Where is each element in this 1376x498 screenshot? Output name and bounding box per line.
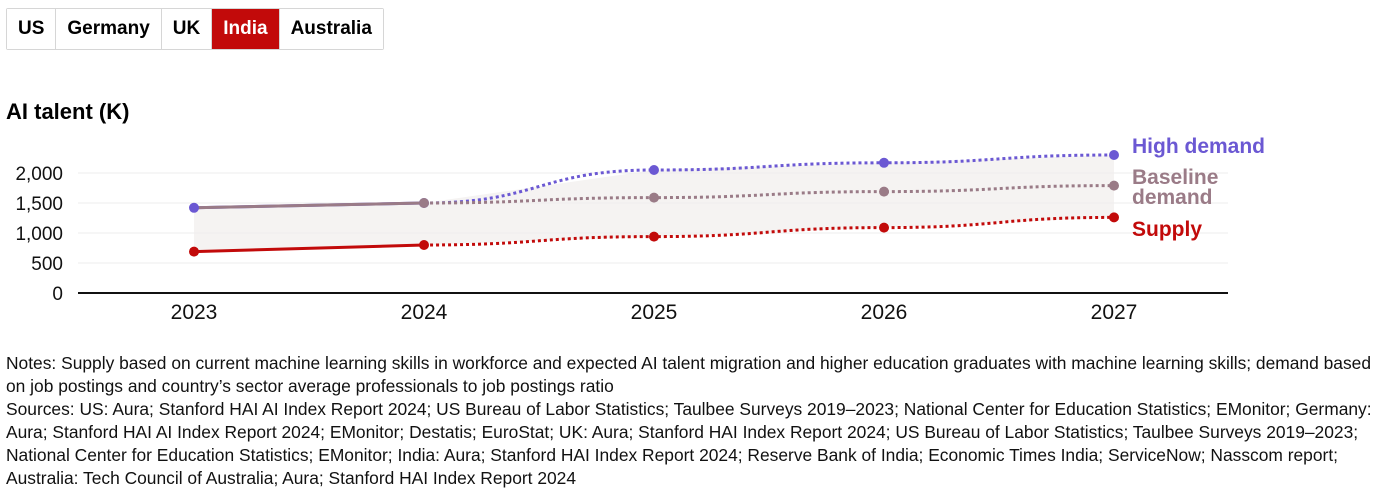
point-baseline-demand	[1109, 180, 1119, 191]
point-supply	[419, 240, 429, 250]
label-baseline-line1: Baseline	[1132, 166, 1218, 189]
series-lines	[193, 153, 1115, 254]
chart-notes: Notes: Supply based on current machine l…	[6, 352, 1372, 490]
tab-germany[interactable]: Germany	[56, 9, 162, 49]
label-high-demand: High demand	[1132, 135, 1265, 158]
line-supply-projection	[423, 215, 1115, 247]
notes-text: Notes: Supply based on current machine l…	[6, 353, 1371, 396]
point-supply	[649, 231, 659, 242]
label-baseline-line2: demand	[1132, 186, 1213, 209]
point-supply	[1109, 212, 1119, 223]
point-high-demand	[189, 202, 199, 213]
line-supply-actual	[193, 243, 425, 254]
tab-us[interactable]: US	[7, 9, 57, 49]
series-labels: High demand Baseline demand Supply	[1132, 135, 1265, 241]
tab-india[interactable]: India	[212, 9, 280, 49]
x-tick-label: 2024	[401, 301, 448, 324]
point-baseline-demand	[879, 186, 889, 197]
point-high-demand	[879, 157, 889, 168]
y-tick-label: 0	[52, 284, 63, 305]
tab-uk[interactable]: UK	[161, 9, 213, 49]
y-tick-label: 1,000	[15, 224, 63, 245]
y-tick-label: 500	[31, 254, 63, 275]
point-high-demand	[649, 165, 659, 175]
point-baseline-demand	[419, 198, 429, 208]
point-supply	[189, 246, 199, 257]
point-supply	[879, 222, 889, 233]
x-tick-label: 2023	[171, 301, 218, 324]
chart-title: AI talent (K)	[6, 99, 130, 124]
line-baseline-demand-projection	[423, 184, 1115, 205]
x-tick-label: 2025	[631, 301, 678, 324]
ai-talent-line-chart: 2,000 1,500 1,000 500 0 2023 2024 2025 2026 2027…	[15, 135, 1265, 324]
label-supply: Supply	[1132, 218, 1202, 241]
x-tick-label: 2026	[861, 301, 908, 324]
y-tick-label: 1,500	[15, 194, 63, 215]
y-tick-label: 2,000	[15, 164, 63, 185]
y-axis-ticks: 2,000 1,500 1,000 500 0	[15, 164, 63, 305]
line-high-demand-projection	[423, 153, 1115, 205]
x-axis-ticks: 2023 2024 2025 2026 2027	[171, 301, 1138, 324]
line-baseline-demand-actual	[193, 201, 425, 210]
point-baseline-demand	[649, 192, 659, 203]
point-high-demand	[1109, 150, 1119, 160]
x-tick-label: 2027	[1091, 301, 1138, 324]
tab-australia[interactable]: Australia	[279, 9, 383, 49]
series-points	[189, 150, 1119, 257]
sources-text: Sources: US: Aura; Stanford HAI AI Index…	[6, 399, 1372, 488]
country-tab-bar: US Germany UK India Australia	[6, 8, 384, 50]
